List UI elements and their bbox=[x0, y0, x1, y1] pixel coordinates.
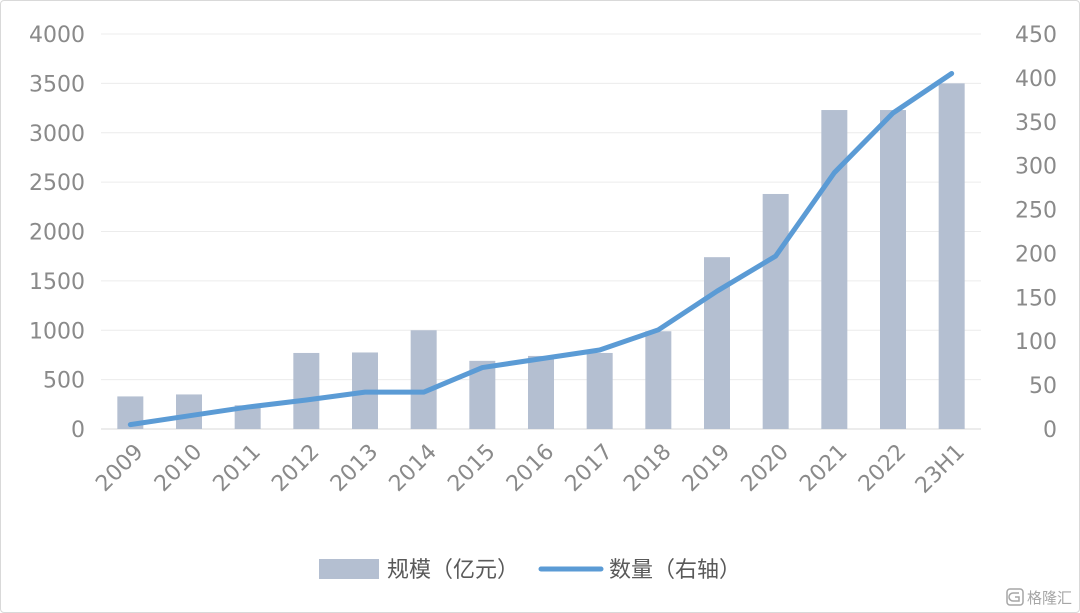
legend-label-bar: 规模（亿元） bbox=[387, 558, 519, 583]
bar bbox=[293, 352, 320, 429]
line-point bbox=[129, 424, 131, 426]
legend: 规模（亿元） 数量（右轴） bbox=[319, 558, 741, 583]
y-right-tick-label: 100 bbox=[1015, 330, 1057, 355]
y-left-tick-label: 2000 bbox=[29, 221, 85, 246]
bar-series bbox=[117, 83, 965, 429]
line-point bbox=[364, 391, 366, 393]
x-tick-label: 23H1 bbox=[911, 440, 970, 499]
y-right-tick-label: 150 bbox=[1015, 286, 1057, 311]
y-axis-right: 0 50 100 150 200 250 300 350 400 450 bbox=[1015, 23, 1057, 443]
y-right-tick-label: 250 bbox=[1015, 199, 1057, 224]
bar bbox=[176, 394, 202, 429]
line-point bbox=[657, 329, 659, 331]
x-tick-label: 2017 bbox=[561, 440, 618, 497]
y-axis-left: 0 500 1000 1500 2000 2500 3000 3500 4000 bbox=[29, 23, 85, 443]
line-point bbox=[188, 415, 190, 417]
x-tick-label: 2015 bbox=[443, 440, 500, 497]
x-tick-label: 2020 bbox=[737, 440, 794, 497]
y-right-tick-label: 0 bbox=[1043, 418, 1057, 443]
y-right-tick-label: 200 bbox=[1015, 242, 1057, 267]
x-tick-label: 2009 bbox=[91, 440, 148, 497]
line-point bbox=[833, 172, 835, 174]
gelonghui-logo-icon bbox=[1006, 588, 1024, 606]
line-series bbox=[127, 71, 955, 428]
y-right-tick-label: 450 bbox=[1015, 23, 1057, 48]
line-point bbox=[716, 290, 718, 292]
line-point bbox=[305, 399, 307, 401]
x-tick-label: 2014 bbox=[385, 440, 442, 497]
y-left-tick-label: 2500 bbox=[29, 171, 85, 196]
y-right-tick-label: 350 bbox=[1015, 111, 1057, 136]
bar bbox=[938, 83, 965, 429]
line-point bbox=[481, 367, 483, 369]
x-tick-label: 2016 bbox=[502, 440, 559, 497]
x-axis: 2009 2010 2011 2012 2013 2014 2015 2016 2017 2018… bbox=[91, 440, 970, 499]
watermark-text: 格隆汇 bbox=[1027, 589, 1072, 607]
y-right-tick-label: 400 bbox=[1015, 67, 1057, 92]
legend-label-line: 数量（右轴） bbox=[609, 558, 741, 583]
bar bbox=[645, 331, 672, 429]
watermark: 格隆汇 bbox=[1006, 588, 1072, 607]
bar bbox=[410, 330, 437, 429]
line-point bbox=[540, 358, 542, 360]
line-point bbox=[247, 406, 249, 408]
line-point bbox=[599, 349, 601, 351]
bar bbox=[821, 110, 848, 429]
y-left-tick-label: 3000 bbox=[29, 122, 85, 147]
line-point bbox=[892, 112, 894, 114]
x-tick-label: 2018 bbox=[619, 440, 676, 497]
x-tick-label: 2019 bbox=[678, 440, 735, 497]
y-left-tick-label: 1500 bbox=[29, 270, 85, 295]
x-tick-label: 2021 bbox=[795, 440, 852, 497]
y-left-tick-label: 3500 bbox=[29, 72, 85, 97]
x-tick-label: 2011 bbox=[209, 440, 266, 497]
line-point bbox=[775, 255, 777, 257]
line-point bbox=[951, 73, 953, 74]
line-point bbox=[423, 391, 425, 393]
y-left-tick-label: 0 bbox=[71, 418, 85, 443]
legend-swatch-bar bbox=[319, 559, 379, 579]
y-right-tick-label: 50 bbox=[1029, 374, 1057, 399]
y-right-tick-label: 300 bbox=[1015, 155, 1057, 180]
bar bbox=[762, 193, 789, 429]
bar bbox=[880, 110, 906, 429]
bar bbox=[234, 405, 261, 429]
x-tick-label: 2022 bbox=[854, 440, 911, 497]
bar bbox=[528, 355, 554, 429]
y-left-tick-label: 500 bbox=[43, 369, 85, 394]
bar bbox=[586, 352, 613, 429]
x-tick-label: 2010 bbox=[150, 440, 207, 497]
y-left-tick-label: 1000 bbox=[29, 319, 85, 344]
x-tick-label: 2012 bbox=[267, 440, 324, 497]
y-left-tick-label: 4000 bbox=[29, 23, 85, 48]
x-tick-label: 2013 bbox=[326, 440, 383, 497]
